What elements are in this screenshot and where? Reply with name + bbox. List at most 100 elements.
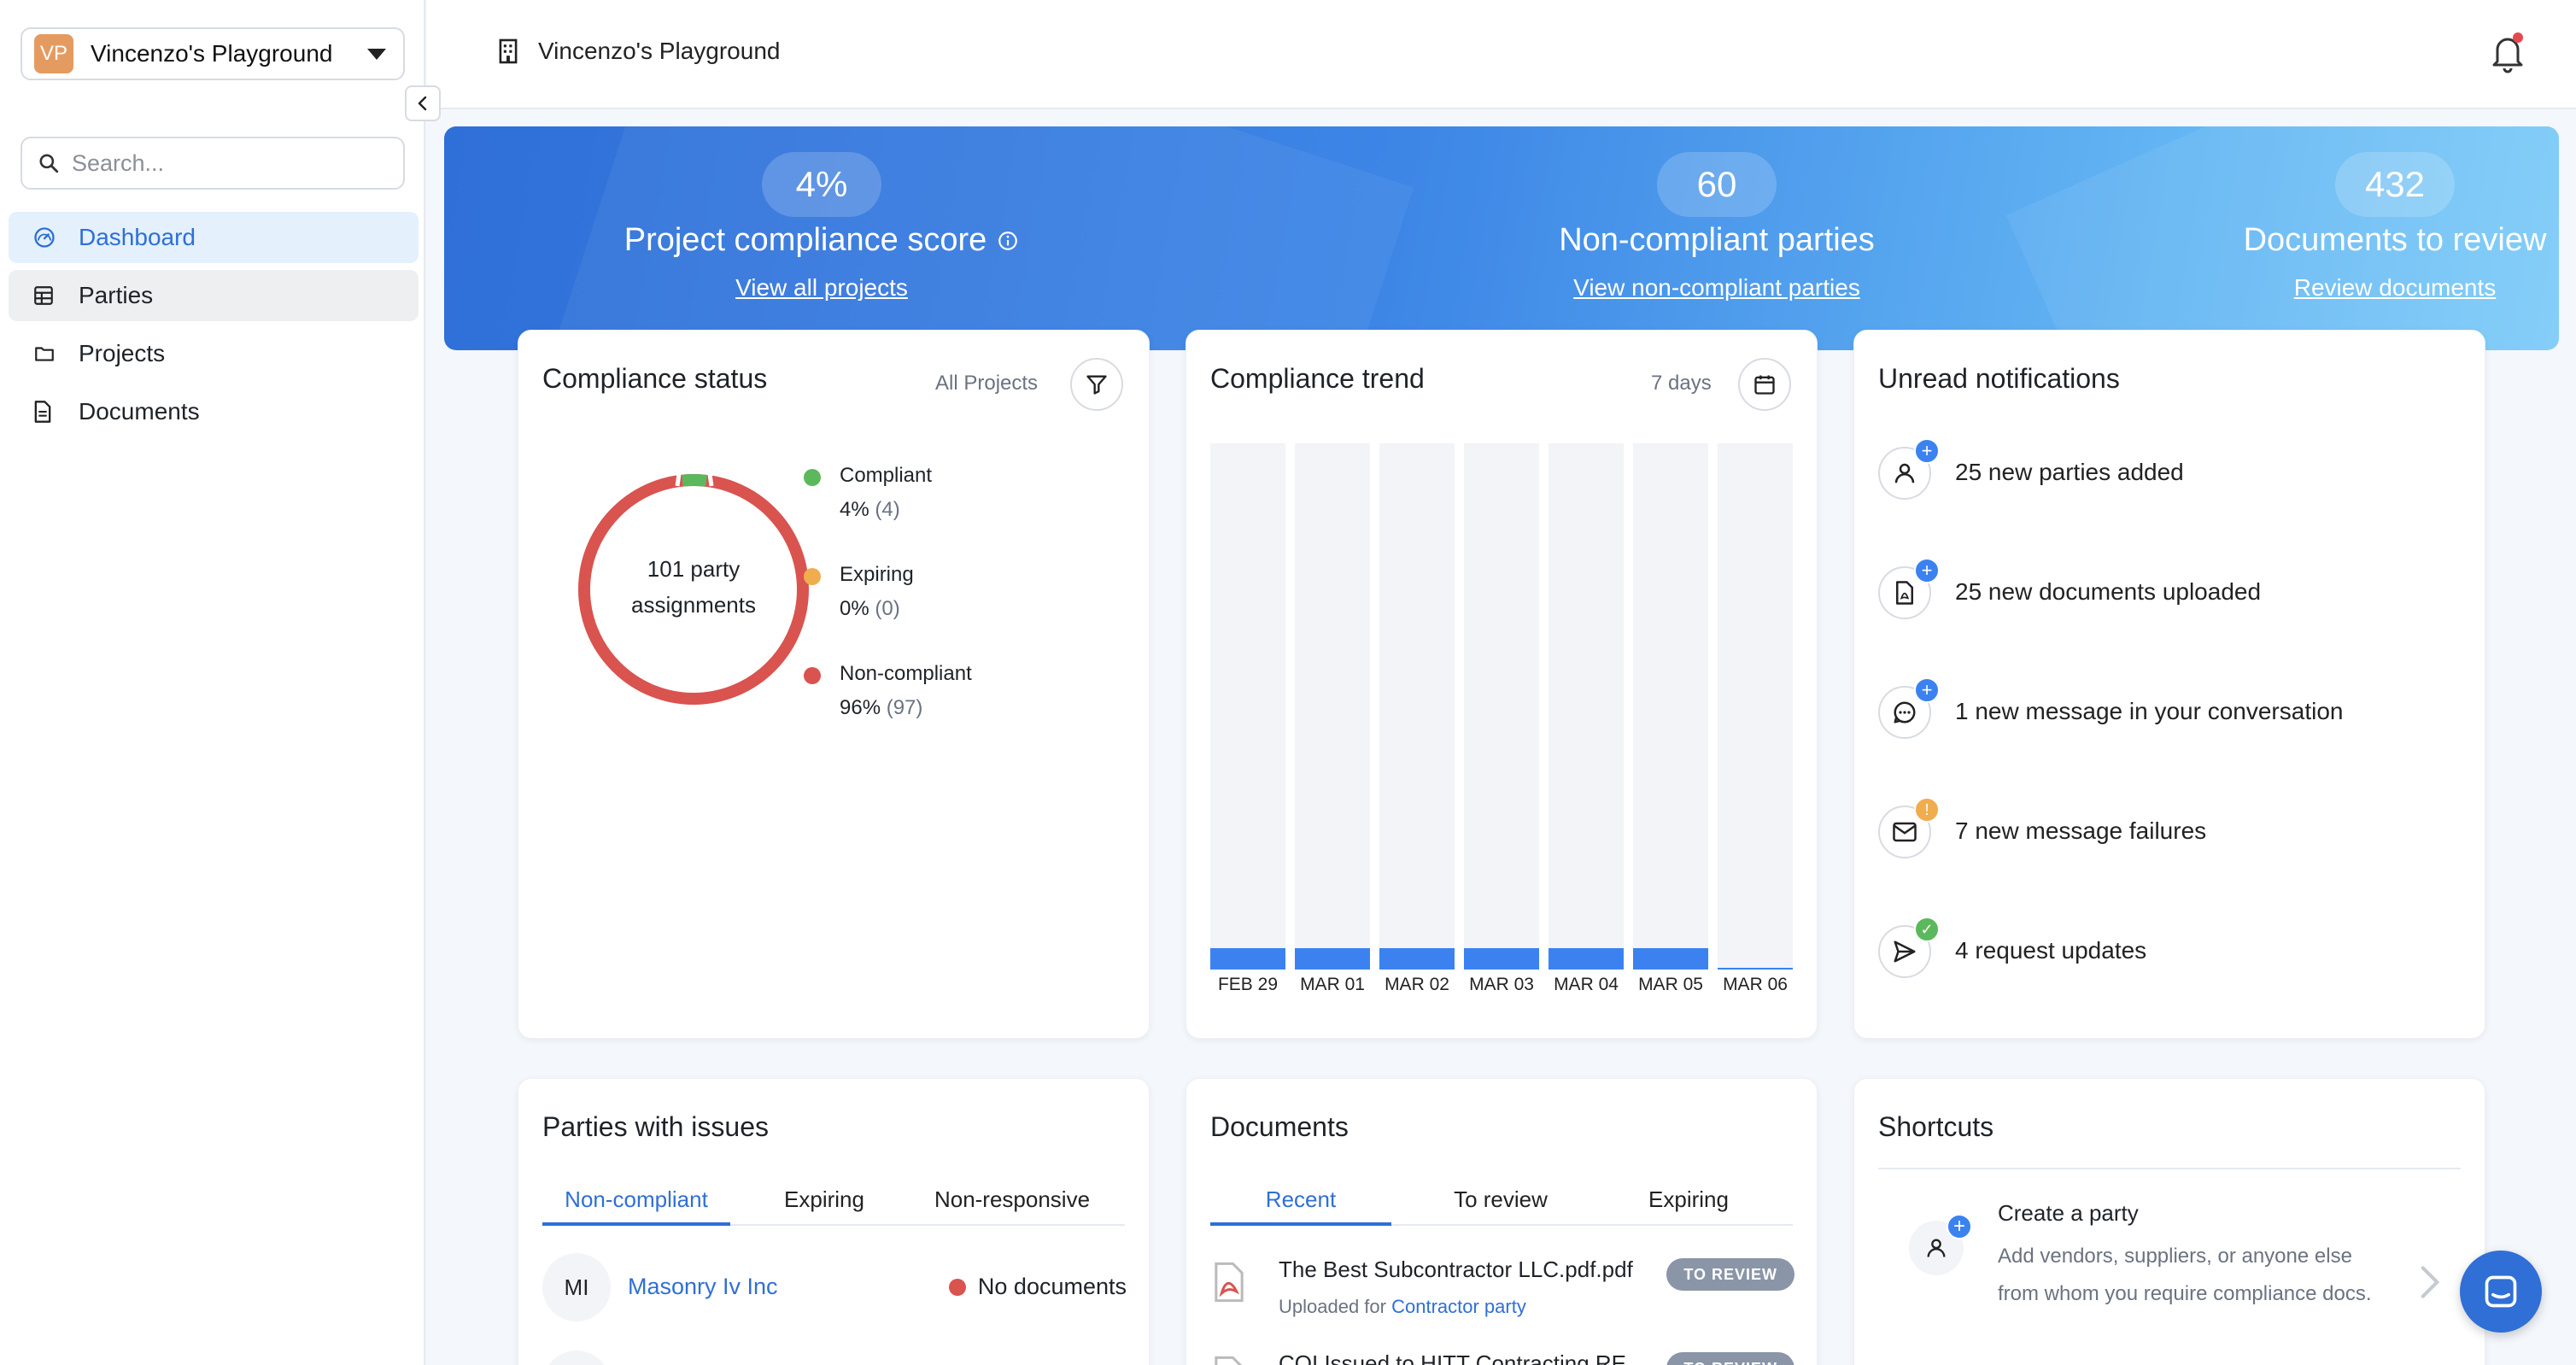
tab-to-review[interactable]: To review xyxy=(1454,1186,1548,1212)
tab-recent[interactable]: Recent xyxy=(1210,1173,1391,1226)
trend-bar-fill xyxy=(1295,948,1370,970)
trend-bar-3 xyxy=(1464,443,1539,970)
chat-launcher-button[interactable] xyxy=(2460,1251,2542,1333)
notification-text: 25 new documents uploaded xyxy=(1955,578,2262,605)
tab-expiring[interactable]: Expiring xyxy=(784,1186,864,1212)
status-dot xyxy=(948,1279,966,1296)
table-row[interactable]: MI Masonry Iv Inc No documents xyxy=(542,1253,1127,1321)
notification-item[interactable]: + 25 new parties added xyxy=(1878,435,2459,512)
legend-dot xyxy=(804,469,821,486)
parties-table-icon xyxy=(32,284,58,307)
stat-compliance-score: 4% Project compliance score View all pro… xyxy=(480,152,1163,302)
notifications-bell-button[interactable] xyxy=(2489,31,2526,75)
workspace-avatar: VP xyxy=(34,34,73,73)
sidebar-item-parties[interactable]: Parties xyxy=(9,270,419,321)
info-icon[interactable] xyxy=(997,230,1019,252)
dashboard-gauge-icon xyxy=(32,226,58,249)
card-title: Unread notifications xyxy=(1878,363,2120,394)
sidebar: VP Vincenzo's Playground Dashboard Parti… xyxy=(0,0,425,1365)
card-title: Documents xyxy=(1210,1111,1349,1142)
tab-expiring[interactable]: Expiring xyxy=(1648,1186,1729,1212)
trend-bar-4 xyxy=(1549,443,1624,970)
plus-badge-icon: + xyxy=(1914,558,1940,583)
trend-bar-2 xyxy=(1379,443,1455,970)
shortcut-create-party[interactable]: + Create a party Add vendors, suppliers,… xyxy=(1878,1190,2462,1361)
trend-tick-label: MAR 06 xyxy=(1723,975,1788,994)
legend-dot xyxy=(804,667,821,684)
trend-bar-fill xyxy=(1549,948,1624,970)
sidebar-item-label: Documents xyxy=(79,398,200,425)
sidebar-item-label: Parties xyxy=(79,282,154,308)
date-range-button[interactable] xyxy=(1738,358,1791,411)
sidebar-item-dashboard[interactable]: Dashboard xyxy=(9,212,419,263)
notification-text: 4 request updates xyxy=(1955,937,2147,964)
tab-non-compliant[interactable]: Non-compliant xyxy=(542,1173,730,1226)
notification-item[interactable]: + 1 new message in your conversation xyxy=(1878,674,2459,751)
workspace-switcher[interactable]: VP Vincenzo's Playground xyxy=(20,27,405,80)
card-title: Parties with issues xyxy=(542,1111,769,1142)
donut-center-label: 101 party assignments xyxy=(570,551,817,623)
notification-text: 1 new message in your conversation xyxy=(1955,698,2344,724)
stat-label: Non-compliant parties xyxy=(1559,222,1875,258)
trend-bar-0 xyxy=(1210,443,1285,970)
trend-tick-label: MAR 02 xyxy=(1385,975,1449,994)
status-badge: TO REVIEW xyxy=(1666,1352,1794,1365)
tab-non-responsive[interactable]: Non-responsive xyxy=(934,1186,1091,1212)
review-documents-link[interactable]: Review documents xyxy=(2293,274,2497,301)
header-title: Vincenzo's Playground xyxy=(497,38,780,65)
legend-compliant: Compliant 4% (4) xyxy=(804,464,933,522)
sidebar-item-documents[interactable]: Documents xyxy=(9,386,419,437)
trend-bar-fill xyxy=(1210,948,1285,970)
card-title: Compliance trend xyxy=(1210,363,1425,394)
status-badge: TO REVIEW xyxy=(1666,1258,1794,1291)
trend-bar-5 xyxy=(1633,443,1708,970)
warning-badge-icon: ! xyxy=(1914,797,1940,823)
pdf-file-icon xyxy=(1215,1262,1244,1303)
pdf-file-icon xyxy=(1215,1356,1243,1365)
list-item[interactable]: The Best Subcontractor LLC.pdf.pdf Uploa… xyxy=(1210,1250,1794,1327)
party-link[interactable]: Contractor party xyxy=(1391,1296,1526,1317)
donut-segment-compliant xyxy=(682,473,707,487)
folder-icon xyxy=(32,343,58,365)
notification-item[interactable]: ✓ 4 request updates xyxy=(1878,913,2459,990)
compliance-donut-chart xyxy=(578,473,809,705)
notification-text: 25 new parties added xyxy=(1955,459,2184,485)
card-title: Compliance status xyxy=(542,363,768,394)
legend-label: Compliant xyxy=(840,464,933,487)
filter-button[interactable] xyxy=(1070,358,1123,411)
document-uploaded-for: Uploaded for Contractor party xyxy=(1279,1296,1526,1317)
sidebar-item-projects[interactable]: Projects xyxy=(9,328,419,379)
party-name-link[interactable]: Masonry Iv Inc xyxy=(628,1274,778,1299)
stat-label: Project compliance score xyxy=(480,222,1163,259)
card-title: Shortcuts xyxy=(1878,1111,1994,1142)
search-box xyxy=(20,137,405,190)
view-all-projects-link[interactable]: View all projects xyxy=(735,274,908,301)
trend-tick-label: FEB 29 xyxy=(1217,975,1279,994)
legend-dot xyxy=(804,568,821,585)
chat-icon xyxy=(2485,1275,2517,1308)
notification-item[interactable]: + 25 new documents uploaded xyxy=(1878,554,2459,631)
filter-scope-label: All Projects xyxy=(935,372,1039,395)
status-badge: No documents xyxy=(948,1274,1127,1300)
stats-banner: 4% Project compliance score View all pro… xyxy=(444,126,2559,350)
list-item[interactable]: COI Issued to HITT Contracting RE TO REV… xyxy=(1210,1344,1794,1365)
chevron-left-icon xyxy=(418,96,427,111)
stat-noncompliant-parties: 60 Non-compliant parties View non-compli… xyxy=(1375,152,2058,302)
compliance-trend-card: Compliance trend 7 days FEB 29 MAR 01 MAR … xyxy=(1186,330,1818,1039)
donut-center-line1: 101 party xyxy=(647,556,741,582)
trend-bar-fill xyxy=(1718,968,1793,970)
search-input[interactable] xyxy=(72,149,379,177)
unread-notifications-card: Unread notifications + 25 new parties ad… xyxy=(1853,330,2485,1039)
notification-item[interactable]: ! 7 new message failures xyxy=(1878,794,2459,870)
legend-label: Expiring xyxy=(840,563,914,586)
shortcuts-card: Shortcuts + Create a party Add vendors, … xyxy=(1853,1078,2485,1365)
chevron-right-icon xyxy=(2421,1266,2440,1298)
legend-value: 4% (4) xyxy=(840,498,900,521)
avatar xyxy=(542,1350,611,1365)
collapse-sidebar-button[interactable] xyxy=(405,85,441,121)
trend-bar-fill xyxy=(1379,948,1455,970)
trend-bar-fill xyxy=(1464,948,1539,970)
avatar: MI xyxy=(542,1253,611,1321)
bell-icon xyxy=(2492,32,2523,73)
view-noncompliant-parties-link[interactable]: View non-compliant parties xyxy=(1573,274,1860,301)
